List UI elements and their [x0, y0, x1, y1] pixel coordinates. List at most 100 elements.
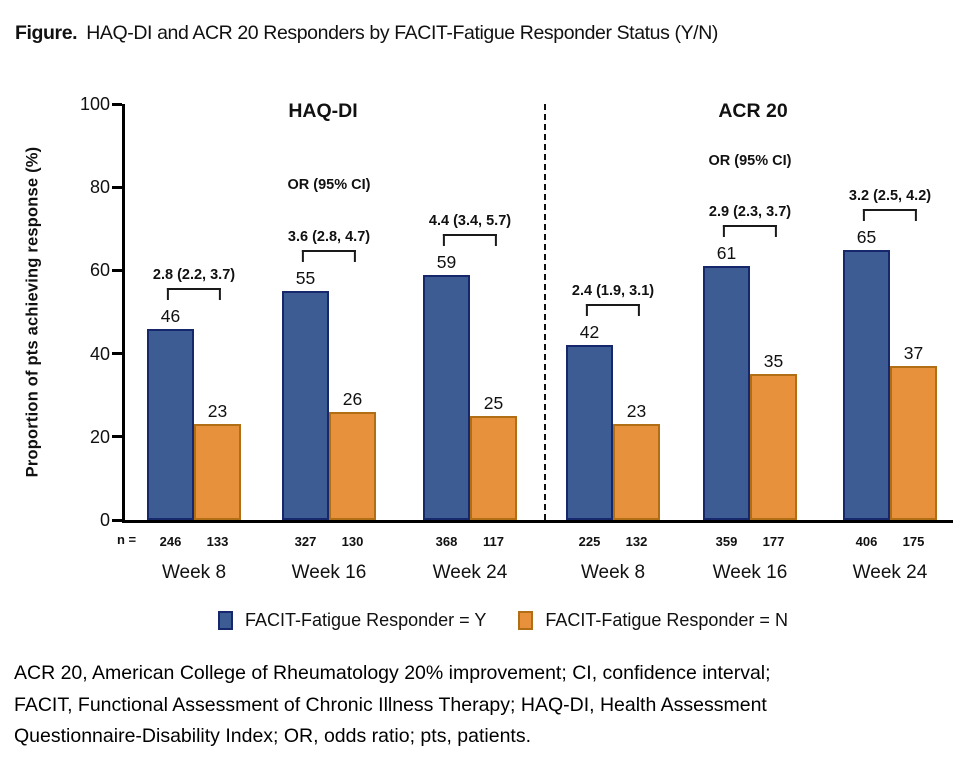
n-value-label: 359 [715, 534, 738, 549]
footnote-line: ACR 20, American College of Rheumatology… [14, 662, 771, 684]
bar-pair: 59 25 [423, 252, 517, 520]
bar-responder-y: 59 [423, 252, 470, 520]
bar-group: 65 37 3.2 (2.5, 4.2) 406 175 Week 24 [843, 104, 937, 583]
bar-pair: 61 35 [703, 243, 797, 520]
bar-value-label: 55 [295, 268, 316, 289]
y-tick-label: 60 [89, 260, 110, 281]
bar-pair: 65 37 [843, 227, 937, 520]
bar-responder-y: 61 [703, 243, 750, 520]
bar-group: 61 35 2.9 (2.3, 3.7) 359 177 Week 16 [703, 104, 797, 583]
or-value-label: 3.6 (2.8, 4.7) [287, 229, 371, 246]
or-value-label: 4.4 (3.4, 5.7) [428, 212, 512, 229]
figure-title-prefix: Figure. [15, 22, 78, 44]
bar-value-label: 42 [579, 322, 600, 343]
footnote: ACR 20, American College of Rheumatology… [14, 658, 771, 753]
y-tick-mark [112, 435, 122, 439]
y-tick-mark [112, 518, 122, 522]
or-annotation: 2.4 (1.9, 3.1) [571, 283, 655, 317]
y-axis-label: Proportion of pts achieving response (%) [23, 146, 42, 478]
ci-bracket-icon [723, 225, 777, 238]
footnote-line: FACIT, Functional Assessment of Chronic … [14, 693, 767, 716]
y-tick-label: 100 [79, 94, 110, 114]
or-annotation: 2.8 (2.2, 3.7) [153, 267, 235, 300]
bar-responder-y: 65 [843, 227, 890, 520]
n-value-label: 117 [483, 534, 504, 549]
or-header-label: OR (95% CI) [708, 153, 792, 169]
bar-value-label: 37 [903, 343, 924, 364]
n-value-label: 130 [341, 534, 364, 549]
x-axis-week-label: Week 8 [161, 562, 227, 583]
bar-group: 59 25 4.4 (3.4, 5.7) 368 117 Week 24 [423, 104, 517, 583]
panel-divider [544, 104, 546, 520]
n-value-label: 327 [294, 534, 317, 549]
ci-bracket-icon [863, 208, 917, 221]
or-annotation: 3.6 (2.8, 4.7) [287, 229, 371, 263]
y-tick-label: 80 [89, 177, 110, 198]
figure-title-text: HAQ-DI and ACR 20 Responders by FACIT-Fa… [86, 22, 718, 44]
n-value-label: 368 [435, 534, 458, 549]
n-value-label: 132 [625, 534, 648, 549]
x-axis-week-label: Week 24 [852, 562, 928, 583]
n-prefix-label: n = [117, 532, 137, 547]
x-axis-week-label: Week 16 [291, 562, 367, 583]
legend-item-responder-y: FACIT-Fatigue Responder = Y [218, 610, 486, 631]
bar-responder-n: 23 [194, 401, 241, 520]
or-annotation: 4.4 (3.4, 5.7) [429, 213, 511, 246]
bar-responder-y: 55 [282, 268, 329, 520]
bar-value-label: 46 [160, 305, 181, 326]
or-value-label: 3.2 (2.5, 4.2) [848, 187, 932, 204]
panel-title: ACR 20 [718, 100, 788, 122]
bar-value-label: 23 [626, 401, 647, 422]
ci-bracket-icon [443, 233, 497, 246]
legend-swatch-y-icon [218, 611, 234, 630]
bar-value-label: 65 [856, 226, 877, 247]
or-value-label: 2.4 (1.9, 3.1) [571, 283, 655, 300]
footnote-line: Questionnaire-Disability Index; OR, odds… [14, 725, 531, 747]
bar-group: 55 26 3.6 (2.8, 4.7) 327 130 Week 16 [282, 104, 376, 583]
n-value-label: 246 [159, 534, 182, 549]
or-value-label: 2.8 (2.2, 3.7) [152, 266, 236, 283]
bar-value-label: 25 [483, 393, 504, 413]
bar-value-label: 26 [342, 388, 363, 409]
n-value-label: 406 [855, 534, 878, 549]
bar-pair: 42 23 [566, 322, 660, 520]
ci-bracket-icon [302, 250, 356, 263]
bar-value-label: 35 [763, 351, 784, 372]
y-tick-mark [112, 185, 122, 189]
legend-label-responder-y: FACIT-Fatigue Responder = Y [245, 610, 487, 630]
y-tick-label: 0 [99, 510, 110, 530]
bar-responder-n: 37 [890, 343, 937, 520]
ci-bracket-icon [167, 287, 221, 300]
bar-group: 42 23 2.4 (1.9, 3.1) 225 132 Week 8 [566, 104, 660, 583]
legend: FACIT-Fatigue Responder = Y FACIT-Fatigu… [0, 610, 966, 631]
plot-area: Proportion of pts achieving response (%)… [24, 94, 953, 583]
bar-responder-y: 46 [147, 306, 194, 520]
or-value-label: 2.9 (2.3, 3.7) [708, 204, 792, 221]
y-tick-label: 20 [89, 426, 110, 447]
y-tick-mark [112, 352, 122, 356]
n-value-label: 225 [578, 534, 601, 549]
y-tick-mark [112, 268, 122, 272]
panel-title: HAQ-DI [288, 100, 358, 122]
bar-responder-n: 25 [470, 393, 517, 520]
x-axis-week-label: Week 24 [432, 562, 508, 583]
y-tick-label: 40 [89, 343, 110, 364]
or-annotation: 2.9 (2.3, 3.7) [708, 204, 792, 238]
n-value-label: 177 [762, 534, 785, 549]
legend-swatch-n-icon [518, 611, 534, 630]
legend-label-responder-n: FACIT-Fatigue Responder = N [545, 610, 788, 630]
x-axis-week-label: Week 8 [580, 562, 646, 583]
bar-value-label: 61 [716, 243, 737, 264]
bar-responder-n: 35 [750, 351, 797, 520]
bar-group: 46 23 2.8 (2.2, 3.7) 246 133 Week 8 [147, 104, 241, 583]
or-header-label: OR (95% CI) [287, 177, 371, 193]
or-annotation: 3.2 (2.5, 4.2) [849, 188, 931, 221]
legend-item-responder-n: FACIT-Fatigue Responder = N [518, 610, 788, 631]
y-tick-mark [112, 102, 122, 106]
bar-responder-n: 26 [329, 389, 376, 520]
n-value-label: 133 [206, 534, 229, 549]
bar-responder-n: 23 [613, 401, 660, 520]
n-value-label: 175 [902, 534, 925, 549]
x-axis-week-label: Week 16 [712, 562, 788, 583]
